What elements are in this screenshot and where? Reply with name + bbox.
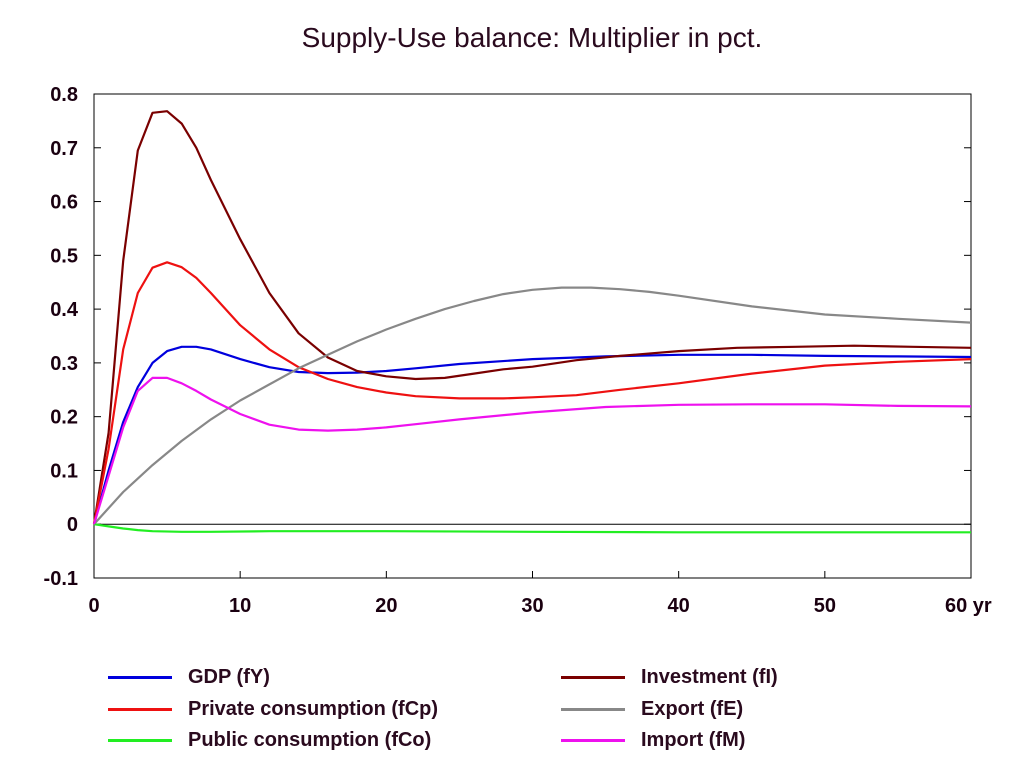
x-tick-label: 60 yr <box>945 595 992 617</box>
y-tick-label: 0 <box>67 514 78 536</box>
chart-title: Supply-Use balance: Multiplier in pct. <box>301 22 763 53</box>
series-line-0 <box>92 345 972 525</box>
y-tick-label: 0.3 <box>50 353 78 375</box>
y-tick-label: 0.1 <box>50 460 78 482</box>
series-line-4 <box>93 523 971 534</box>
x-tick-label: 40 <box>668 595 690 617</box>
y-tick-label: 0.6 <box>50 192 78 214</box>
x-tick-label: 20 <box>375 595 397 617</box>
series-line-3 <box>93 286 972 525</box>
series-line-1 <box>92 110 972 525</box>
x-tick-label: 50 <box>814 595 836 617</box>
y-tick-label: 0.8 <box>50 84 78 106</box>
series-line-5 <box>92 376 972 525</box>
y-tick-label: -0.1 <box>44 568 78 590</box>
y-tick-label: 0.7 <box>50 138 78 160</box>
series-lines <box>92 110 972 534</box>
y-tick-label: 0.5 <box>50 245 78 267</box>
x-tick-label: 0 <box>88 595 99 617</box>
y-tick-label: 0.4 <box>50 299 79 321</box>
axis-ticks: -0.1 0 0.1 0.2 0.3 0.4 0.5 0.6 0.7 0.8 0 10 20 30 40 50… <box>44 84 992 617</box>
series-line-2 <box>92 261 972 525</box>
x-tick-label: 30 <box>521 595 543 617</box>
plot-frame <box>93 93 972 579</box>
y-tick-label: 0.2 <box>50 407 78 429</box>
x-tick-label: 10 <box>229 595 251 617</box>
